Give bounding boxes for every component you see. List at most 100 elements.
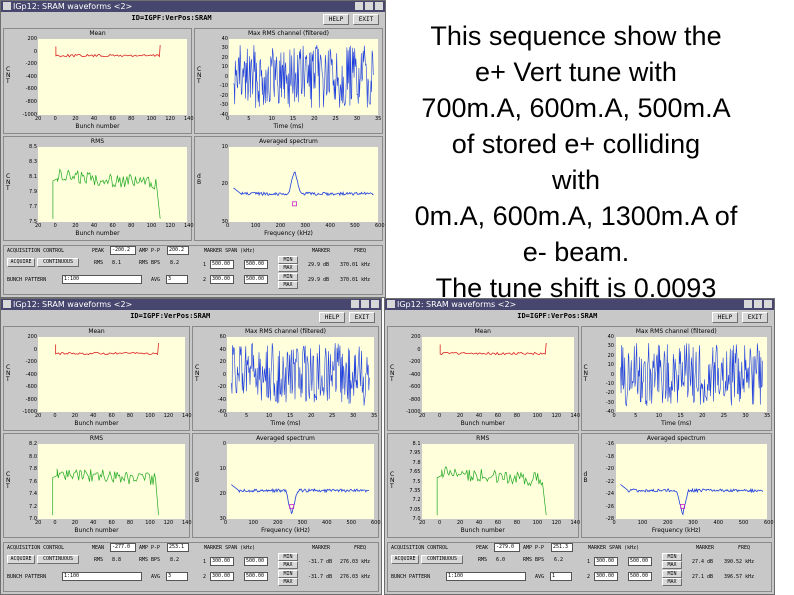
acquire-button[interactable]: ACQUIRE [7, 258, 35, 267]
marker-2-start[interactable]: 300.00 [210, 572, 234, 581]
peak-field[interactable]: -279.0 [494, 543, 520, 552]
bunch-pattern-field[interactable]: 1:100 [62, 572, 142, 581]
window-menu-icon[interactable] [3, 2, 11, 10]
max-rms-svg [231, 342, 370, 406]
mean-title: Mean [89, 30, 106, 37]
window-menu-icon[interactable] [3, 300, 11, 308]
record-id-label: ID=IGPF:VerPos:SRAM [130, 312, 211, 320]
rms-plot[interactable] [38, 146, 187, 222]
rms-ytick: 7.05 [409, 506, 421, 513]
window-titlebar[interactable]: IGp12: SRAM waveforms <2> [1, 1, 385, 12]
window-titlebar[interactable]: IGp12: SRAM waveforms <2> [1, 299, 381, 310]
bunch-pattern-field[interactable]: 1:100 [62, 275, 142, 284]
spectrum-panel: Averaged spectrum dB Frequency (kHz) 10 2… [194, 135, 385, 241]
marker-2-max-button[interactable]: MAX [278, 281, 298, 289]
mean-plot[interactable] [38, 39, 187, 115]
spectrum-xtick: 300 [300, 223, 311, 229]
marker-1-start[interactable]: 500.00 [210, 260, 234, 269]
marker-1-end[interactable]: 500.00 [244, 557, 268, 566]
spectrum-xtick: 100 [637, 520, 648, 526]
avg-field[interactable]: 1 [550, 572, 572, 581]
marker-2-min-button[interactable]: MIN [662, 570, 682, 578]
waveform-trace [52, 167, 161, 219]
amp-pp-field[interactable]: 200.2 [167, 246, 189, 255]
peak-field[interactable]: -277.0 [110, 543, 136, 552]
max-rms-xtick: 20 [699, 413, 706, 419]
continuous-button[interactable]: CONTINUOUS [421, 555, 463, 564]
window-menu-icon[interactable] [387, 300, 395, 308]
spectrum-xtick: 500 [346, 520, 357, 526]
marker-1-end[interactable]: 500.00 [628, 557, 652, 566]
marker-1-min-button[interactable]: MIN [278, 256, 298, 264]
help-button[interactable]: HELP [319, 312, 345, 323]
continuous-button[interactable]: CONTINUOUS [37, 258, 79, 267]
bunch-pattern-field[interactable]: 1:100 [446, 572, 526, 581]
help-button[interactable]: HELP [712, 312, 738, 323]
max-rms-plot[interactable] [615, 337, 767, 412]
marker-2-min-button[interactable]: MIN [278, 570, 298, 578]
marker-1-max-button[interactable]: MAX [278, 561, 298, 569]
marker-column-label: MARKER [696, 545, 715, 551]
amp-pp-field[interactable]: 253.1 [167, 543, 189, 552]
rms-xtick: 140 [570, 520, 581, 526]
exit-button[interactable]: EXIT [349, 312, 375, 323]
max-rms-xtick: 30 [742, 413, 749, 419]
spectrum-plot[interactable] [229, 146, 378, 222]
maximize-icon[interactable] [754, 300, 762, 308]
minimize-icon[interactable] [744, 300, 752, 308]
marker-1-start[interactable]: 300.00 [210, 557, 234, 566]
exit-button[interactable]: EXIT [353, 14, 379, 25]
rms-xtick: 0 [53, 223, 57, 229]
minimize-icon[interactable] [355, 2, 363, 10]
marker-2-min-button[interactable]: MIN [278, 273, 298, 281]
avg-field[interactable]: 3 [166, 275, 188, 284]
marker-1-min-button[interactable]: MIN [278, 553, 298, 561]
close-icon[interactable] [371, 300, 379, 308]
spectrum-plot[interactable] [227, 444, 374, 519]
marker-2-max-button[interactable]: MAX [662, 578, 682, 586]
marker-1-start[interactable]: 300.00 [594, 557, 618, 566]
minimize-icon[interactable] [351, 300, 359, 308]
close-icon[interactable] [375, 2, 383, 10]
marker-2-max-button[interactable]: MAX [278, 578, 298, 586]
max-rms-title: Max RMS channel (filtered) [247, 30, 330, 37]
acquire-button[interactable]: ACQUIRE [391, 555, 419, 564]
amp-pp-field[interactable]: 251.3 [551, 543, 573, 552]
marker-2-start[interactable]: 300.00 [210, 275, 234, 284]
rms-plot[interactable] [422, 444, 574, 519]
waveform-window-2: IGp12: SRAM waveforms <2> ID=IGPF:VerPos… [0, 298, 382, 595]
acquire-button[interactable]: ACQUIRE [7, 555, 35, 564]
marker-1-end[interactable]: 500.00 [244, 260, 268, 269]
mean-plot[interactable] [38, 337, 185, 412]
continuous-button[interactable]: CONTINUOUS [37, 555, 79, 564]
window-titlebar[interactable]: IGp12: SRAM waveforms <2> [385, 299, 774, 310]
max-rms-plot[interactable] [229, 39, 378, 115]
marker-1-max-button[interactable]: MAX [662, 561, 682, 569]
marker-2-end[interactable]: 500.00 [244, 572, 268, 581]
marker-1-max-button[interactable]: MAX [278, 264, 298, 272]
spectrum-xtick: 200 [275, 223, 286, 229]
waveform-trace [619, 343, 763, 407]
spectrum-plot[interactable] [615, 444, 767, 519]
marker-2-end[interactable]: 500.00 [244, 275, 268, 284]
rms-bps-label: RMS BPS [139, 260, 161, 266]
marker-2-end[interactable]: 500.00 [628, 572, 652, 581]
help-button[interactable]: HELP [323, 14, 349, 25]
rms-plot[interactable] [38, 444, 185, 519]
mean-plot[interactable] [422, 337, 574, 412]
max-rms-plot[interactable] [227, 337, 374, 412]
rms-stat-value: 8.8 [112, 557, 122, 563]
close-icon[interactable] [764, 300, 772, 308]
exit-button[interactable]: EXIT [742, 312, 768, 323]
spectrum-ytick: -16 [605, 441, 614, 447]
maximize-icon[interactable] [365, 2, 373, 10]
waveform-trace [52, 468, 159, 516]
max-rms-ytick: 30 [607, 343, 614, 350]
maximize-icon[interactable] [361, 300, 369, 308]
max-rms-ytick: 60 [219, 334, 226, 340]
avg-field[interactable]: 3 [166, 572, 188, 581]
peak-field[interactable]: -200.2 [110, 246, 136, 255]
marker-2-start[interactable]: 300.00 [594, 572, 618, 581]
spectrum-xtick: 300 [688, 520, 698, 526]
marker-1-min-button[interactable]: MIN [662, 553, 682, 561]
